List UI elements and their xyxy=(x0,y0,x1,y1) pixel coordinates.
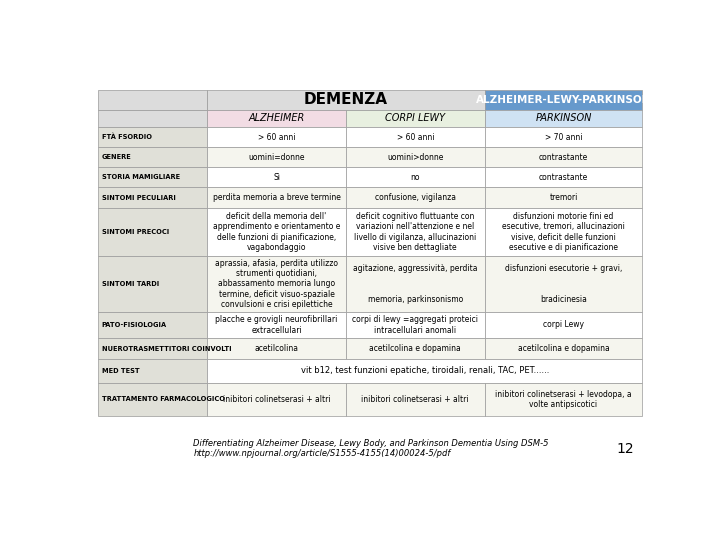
Bar xyxy=(207,339,346,359)
Bar xyxy=(485,147,642,167)
Bar xyxy=(207,110,346,127)
Bar xyxy=(207,359,642,382)
Bar xyxy=(207,312,346,339)
Text: 12: 12 xyxy=(616,442,634,456)
Text: perdita memoria a breve termine: perdita memoria a breve termine xyxy=(212,193,341,202)
Text: corpi di lewy =aggregati proteici
intracellulari anomali: corpi di lewy =aggregati proteici intrac… xyxy=(352,315,478,335)
Text: tremori: tremori xyxy=(549,193,577,202)
Text: TRATTAMENTO FARMACOLOGICO: TRATTAMENTO FARMACOLOGICO xyxy=(102,396,225,402)
Bar xyxy=(99,167,207,187)
Text: ALZHEIMER-LEWY-PARKINSON: ALZHEIMER-LEWY-PARKINSON xyxy=(476,95,651,105)
Text: Differentiating Alzheimer Disease, Lewy Body, and Parkinson Dementia Using DSM-5: Differentiating Alzheimer Disease, Lewy … xyxy=(193,438,549,448)
Text: uomini=donne: uomini=donne xyxy=(248,153,305,161)
Text: placche e grovigli neurofibrillari
extracellulari: placche e grovigli neurofibrillari extra… xyxy=(215,315,338,335)
Text: no: no xyxy=(410,173,420,182)
Bar xyxy=(99,147,207,167)
Bar xyxy=(346,208,485,256)
Text: uomini>donne: uomini>donne xyxy=(387,153,444,161)
Bar xyxy=(207,256,346,312)
Bar xyxy=(207,167,346,187)
Text: PATO-FISIOLOGIA: PATO-FISIOLOGIA xyxy=(102,322,167,328)
Bar xyxy=(346,382,485,416)
Text: disfunzioni motorie fini ed
esecutive, tremori, allucinazioni
visive, deficit de: disfunzioni motorie fini ed esecutive, t… xyxy=(502,212,625,252)
Bar xyxy=(207,127,346,147)
Bar xyxy=(99,256,207,312)
Bar xyxy=(207,382,346,416)
Bar xyxy=(99,208,207,256)
Text: > 60 anni: > 60 anni xyxy=(258,132,295,141)
Bar xyxy=(346,127,485,147)
Bar xyxy=(207,90,485,110)
Bar xyxy=(485,187,642,208)
Text: SINTOMI PECULIARI: SINTOMI PECULIARI xyxy=(102,194,176,200)
Bar xyxy=(99,382,207,416)
Bar xyxy=(99,359,207,382)
Bar xyxy=(99,187,207,208)
Bar xyxy=(99,90,207,110)
Text: DEMENZA: DEMENZA xyxy=(304,92,388,107)
Bar xyxy=(207,187,346,208)
Text: acetilcolina e dopamina: acetilcolina e dopamina xyxy=(518,345,609,353)
Bar xyxy=(485,312,642,339)
Bar xyxy=(99,312,207,339)
Text: PARKINSON: PARKINSON xyxy=(536,113,592,124)
Text: SINTOMI PRECOCI: SINTOMI PRECOCI xyxy=(102,229,169,235)
Bar xyxy=(346,167,485,187)
Bar xyxy=(485,90,642,110)
Text: NUEROTRASMETTITORI COINVOLTI: NUEROTRASMETTITORI COINVOLTI xyxy=(102,346,231,352)
Text: deficit cognitivo fluttuante con
variazioni nell'attenzione e nel
livello di vig: deficit cognitivo fluttuante con variazi… xyxy=(354,212,477,252)
Text: CORPI LEWY: CORPI LEWY xyxy=(385,113,446,124)
Bar xyxy=(207,208,346,256)
Bar xyxy=(346,110,485,127)
Text: acetilcolina e dopamina: acetilcolina e dopamina xyxy=(369,345,461,353)
Text: SINTOMI TARDI: SINTOMI TARDI xyxy=(102,281,159,287)
Bar xyxy=(485,382,642,416)
Bar xyxy=(485,167,642,187)
Bar xyxy=(485,127,642,147)
Bar xyxy=(99,127,207,147)
Bar xyxy=(485,110,642,127)
Text: disfunzioni esecutorie + gravi,


bradicinesia: disfunzioni esecutorie + gravi, bradicin… xyxy=(505,264,622,304)
Text: deficit della memoria dell'
apprendimento e orientamento e
delle funzioni di pia: deficit della memoria dell' apprendiment… xyxy=(213,212,341,252)
Text: acetilcolina: acetilcolina xyxy=(255,345,299,353)
Bar xyxy=(485,208,642,256)
Text: confusione, vigilanza: confusione, vigilanza xyxy=(375,193,456,202)
Text: aprassia, afasia, perdita utilizzo
strumenti quotidiani,
abbassamento memoria lu: aprassia, afasia, perdita utilizzo strum… xyxy=(215,259,338,309)
Bar xyxy=(346,187,485,208)
Bar xyxy=(346,312,485,339)
Bar xyxy=(207,147,346,167)
Text: GENERE: GENERE xyxy=(102,154,132,160)
Bar xyxy=(485,256,642,312)
Bar xyxy=(346,339,485,359)
Bar xyxy=(99,110,207,127)
Text: corpi Lewy: corpi Lewy xyxy=(543,320,584,329)
Text: http://www.npjournal.org/article/S1555-4155(14)00024-5/pdf: http://www.npjournal.org/article/S1555-4… xyxy=(193,449,451,458)
Bar xyxy=(99,339,207,359)
Text: inibitori colinetserasi + altri: inibitori colinetserasi + altri xyxy=(361,395,469,404)
Bar xyxy=(346,147,485,167)
Text: MED TEST: MED TEST xyxy=(102,368,140,374)
Text: > 60 anni: > 60 anni xyxy=(397,132,434,141)
Text: Sì: Sì xyxy=(273,173,280,182)
Text: ALZHEIMER: ALZHEIMER xyxy=(248,113,305,124)
Text: inibitori colinetserasi + levodopa, a
volte antipsicotici: inibitori colinetserasi + levodopa, a vo… xyxy=(495,390,632,409)
Text: agitazione, aggressività, perdita


memoria, parkinsonismo: agitazione, aggressività, perdita memori… xyxy=(353,264,477,304)
Bar xyxy=(346,256,485,312)
Text: FTÀ FSORDIO: FTÀ FSORDIO xyxy=(102,134,152,140)
Text: vit b12, test funzioni epatiche, tiroidali, renali, TAC, PET......: vit b12, test funzioni epatiche, tiroida… xyxy=(301,367,549,375)
Text: contrastante: contrastante xyxy=(539,153,588,161)
Text: > 70 anni: > 70 anni xyxy=(545,132,582,141)
Text: STORIA MAMIGLIARE: STORIA MAMIGLIARE xyxy=(102,174,180,180)
Text: inibitori colinetserasi + altri: inibitori colinetserasi + altri xyxy=(222,395,330,404)
Text: contrastante: contrastante xyxy=(539,173,588,182)
Bar xyxy=(485,339,642,359)
